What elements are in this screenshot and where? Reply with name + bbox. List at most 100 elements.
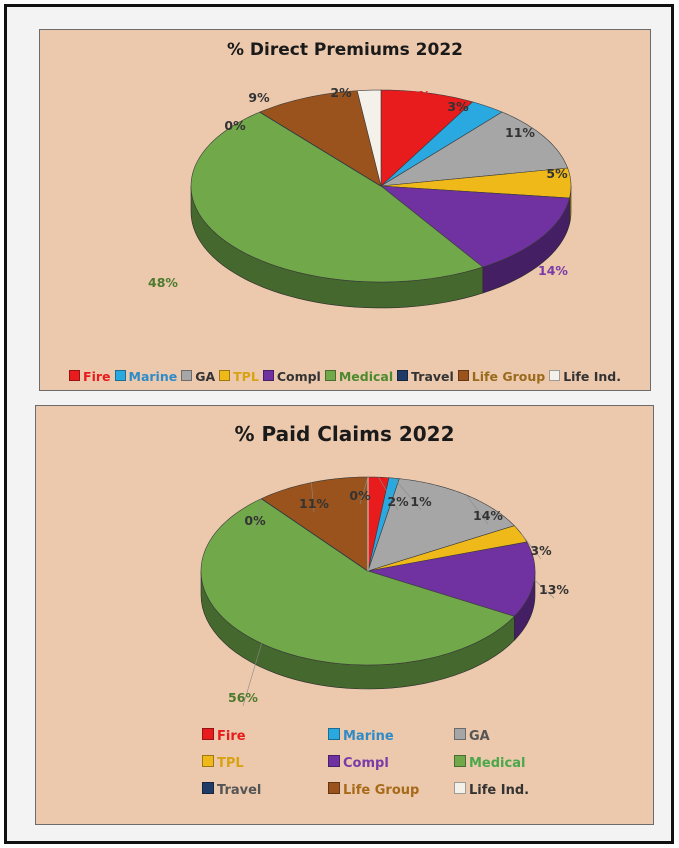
legend-item-compl: Compl — [262, 369, 321, 384]
legend-swatch — [324, 370, 336, 381]
data-label-ga: 14% — [473, 508, 503, 523]
legend-swatch — [549, 370, 561, 381]
legend-label: Travel — [411, 369, 454, 384]
slice-life-group — [259, 90, 382, 187]
image-frame: % Direct Premiums 2022 8% 3% 11% 5% 14% 48% 0%… — [4, 4, 674, 844]
leader-line — [393, 478, 422, 511]
slice-marine — [380, 101, 503, 187]
leader-line — [521, 533, 542, 560]
legend-item-tpl: TPL — [202, 755, 328, 771]
legend-item-travel: Travel — [397, 369, 454, 384]
legend-label: Life Group — [471, 369, 546, 384]
pie-chart: 8% 3% 11% 5% 14% 48% 0%9% 2% — [148, 85, 572, 309]
slice-tpl — [367, 525, 528, 572]
data-label-tpl: 3% — [530, 543, 552, 558]
legend-label: Medical — [469, 756, 526, 771]
legend-label: Medical — [338, 369, 394, 384]
leader-line — [242, 643, 262, 707]
data-label-compl: 14% — [538, 263, 568, 278]
chart-title: % Direct Premiums 2022 — [226, 40, 463, 60]
legend-label: Life Group — [343, 783, 420, 798]
legend-label: Travel — [217, 783, 262, 798]
data-label-tpl: 5% — [546, 166, 568, 181]
legend-item-travel: Travel — [202, 782, 328, 798]
legend-swatch — [454, 755, 466, 767]
legend-item-fire: Fire — [202, 728, 328, 744]
slice-life-ind — [356, 89, 382, 187]
legend-swatch — [457, 370, 469, 381]
chart-legend: Fire Marine GA TPL Compl Medical Travel Life Gr… — [202, 728, 582, 798]
legend-label: Marine — [128, 369, 178, 384]
legend-item-marine: Marine — [114, 369, 178, 384]
legend-label: Life Ind. — [563, 369, 621, 384]
legend-label: Compl — [276, 369, 321, 384]
data-label-life-group: 11% — [299, 496, 329, 511]
leader-line — [534, 579, 555, 599]
legend-item-medical: Medical — [454, 755, 582, 771]
data-label-marine: 1% — [410, 494, 432, 509]
data-label-life-ind: 2% — [330, 85, 352, 100]
legend-item-compl: Compl — [328, 755, 454, 771]
chart-title: % Paid Claims 2022 — [234, 422, 455, 446]
data-label-fire: 8% — [409, 88, 431, 103]
legend-swatch — [397, 370, 409, 381]
legend-label: Life Ind. — [469, 783, 530, 798]
data-label-marine: 3% — [447, 99, 469, 114]
legend-item-fire: Fire — [69, 369, 111, 384]
legend-swatch — [69, 370, 81, 381]
legend-label: Compl — [343, 756, 389, 771]
data-label-travel: 0% — [224, 118, 246, 133]
chart-legend: Fire Marine GA TPL Compl Medical Travel Life Gr… — [40, 369, 650, 384]
legend-swatch — [202, 782, 214, 794]
leader-line — [465, 494, 489, 525]
legend-item-medical: Medical — [324, 369, 394, 384]
slice-tpl — [380, 167, 572, 199]
legend-item-life-group: Life Group — [328, 782, 454, 798]
legend-item-marine: Marine — [328, 728, 454, 744]
legend-item-ga: GA — [454, 728, 582, 744]
legend-swatch — [262, 370, 274, 381]
data-label-life-group: 9% — [248, 90, 270, 105]
slice-ga — [380, 111, 569, 187]
legend-swatch — [328, 782, 340, 794]
data-label-compl: 13% — [539, 582, 569, 597]
legend-label: TPL — [217, 756, 244, 771]
legend-swatch — [202, 728, 214, 740]
leader-line — [311, 482, 315, 513]
legend-item-life-group: Life Group — [457, 369, 546, 384]
legend-item-life-ind: Life Ind. — [549, 369, 621, 384]
legend-swatch — [202, 755, 214, 767]
legend-item-tpl: TPL — [219, 369, 259, 384]
slice-fire — [380, 89, 474, 187]
legend-swatch — [114, 370, 126, 381]
data-label-fire: 2% — [387, 494, 409, 509]
slice-compl — [367, 541, 536, 617]
legend-item-life-ind: Life Ind. — [454, 782, 582, 798]
slice-compl — [380, 185, 570, 268]
legend-swatch — [181, 370, 193, 381]
slice-medical — [190, 111, 484, 283]
legend-label: TPL — [233, 369, 259, 384]
legend-swatch — [219, 370, 231, 381]
data-label-life-ind: 0% — [349, 488, 371, 503]
data-label-medical: 48% — [148, 275, 178, 290]
data-label-medical: 56% — [228, 690, 258, 705]
legend-label: GA — [195, 369, 216, 384]
legend-swatch — [328, 755, 340, 767]
slice-ga — [367, 478, 515, 572]
legend-label: GA — [469, 729, 490, 744]
data-label-ga: 11% — [505, 125, 535, 140]
legend-swatch — [454, 782, 466, 794]
data-label-travel: 0% — [244, 513, 266, 528]
leader-line — [359, 476, 369, 505]
legend-label: Fire — [217, 729, 246, 744]
direct-premiums-chart: % Direct Premiums 2022 8% 3% 11% 5% 14% 48% 0%… — [39, 29, 651, 391]
slice-life-group — [260, 476, 369, 572]
paid-claims-chart: % Paid Claims 2022 2% 1% 14% 3% 13% 56% 0% 11% 0… — [35, 405, 654, 825]
legend-swatch — [454, 728, 466, 740]
leader-line — [378, 477, 399, 511]
legend-item-ga: GA — [181, 369, 215, 384]
legend-label: Marine — [343, 729, 394, 744]
leader-line — [254, 498, 262, 530]
pie-chart: 2% 1% 14% 3% 13% 56% 0% 11% 0% — [200, 476, 569, 707]
